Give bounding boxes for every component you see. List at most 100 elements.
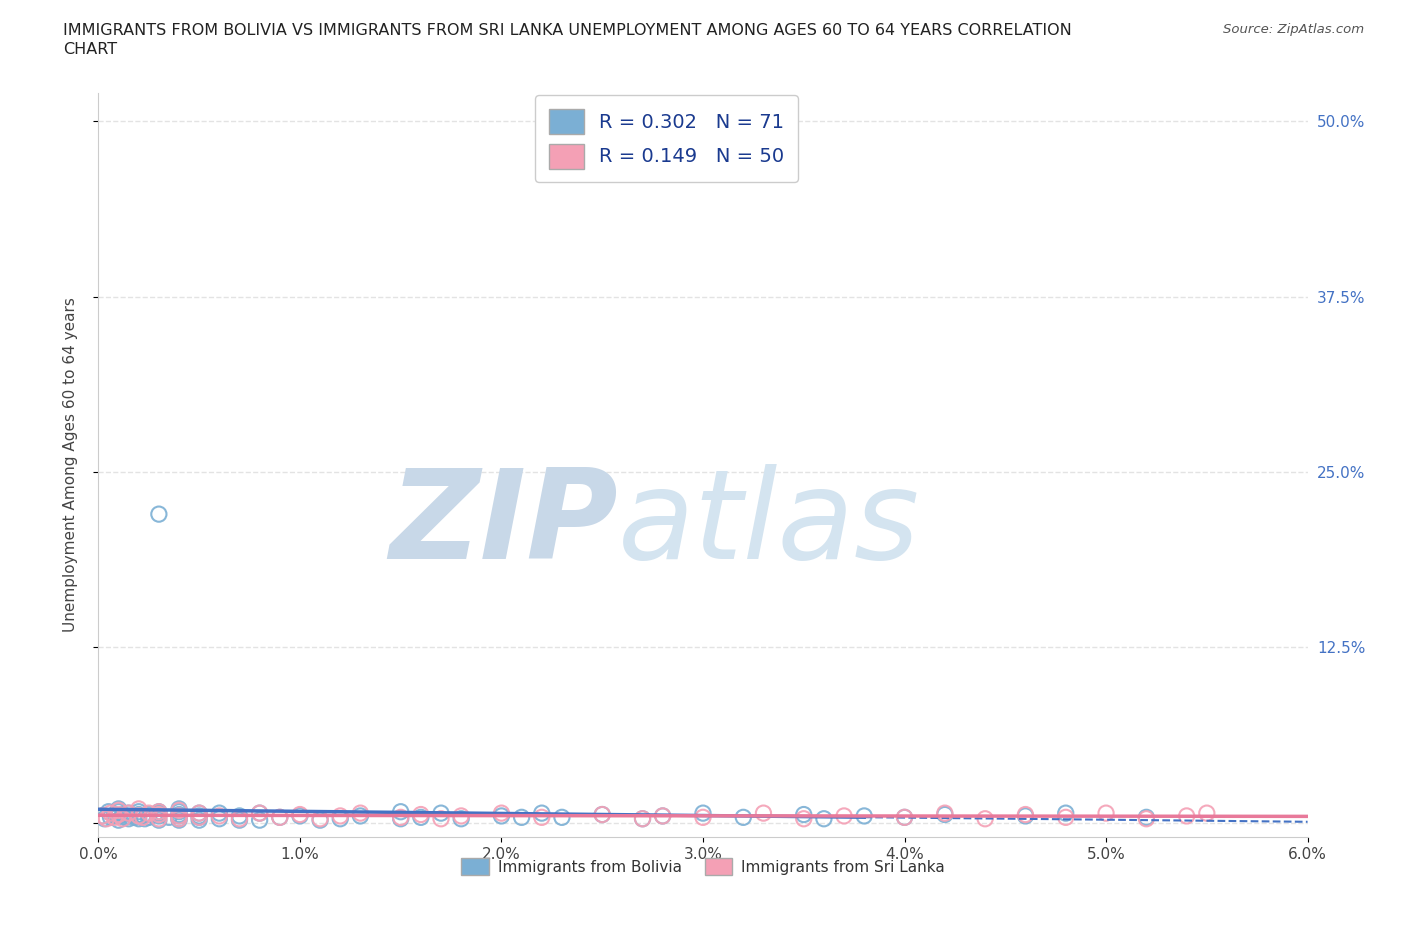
Point [208,805,231,820]
Point [148,507,170,522]
Point [107,813,129,828]
Point [138,810,160,825]
Point [148,808,170,823]
Point [157,810,180,825]
Point [1014,807,1036,822]
Point [167,807,190,822]
Legend: Immigrants from Bolivia, Immigrants from Sri Lanka: Immigrants from Bolivia, Immigrants from… [456,852,950,882]
Point [107,807,129,822]
Point [138,805,160,820]
Text: IMMIGRANTS FROM BOLIVIA VS IMMIGRANTS FROM SRI LANKA UNEMPLOYMENT AMONG AGES 60 : IMMIGRANTS FROM BOLIVIA VS IMMIGRANTS FR… [63,23,1071,38]
Point [103,807,125,822]
Point [288,807,311,822]
Point [491,805,513,820]
Point [188,805,211,820]
Point [167,803,190,817]
Point [1195,805,1218,820]
Point [148,813,170,828]
Point [148,807,170,822]
Point [752,805,775,820]
Point [409,810,432,825]
Point [329,811,352,826]
Point [530,805,553,820]
Point [167,813,190,828]
Point [128,811,150,826]
Point [167,804,190,819]
Point [389,804,412,819]
Point [114,810,136,825]
Point [934,805,956,820]
Point [107,803,129,817]
Point [228,813,250,828]
Point [103,810,125,825]
Point [96,811,118,826]
Point [591,807,613,822]
Point [491,808,513,823]
Point [651,808,673,823]
Point [1054,810,1077,825]
Point [733,810,755,825]
Point [692,805,714,820]
Point [651,808,673,823]
Point [249,813,271,828]
Point [167,802,190,817]
Point [832,808,855,823]
Point [551,810,574,825]
Point [631,811,654,826]
Point [430,805,453,820]
Point [893,810,915,825]
Point [813,811,835,826]
Point [107,802,129,817]
Text: Source: ZipAtlas.com: Source: ZipAtlas.com [1223,23,1364,36]
Point [349,808,371,823]
Y-axis label: Unemployment Among Ages 60 to 64 years: Unemployment Among Ages 60 to 64 years [63,298,77,632]
Point [118,811,141,826]
Point [389,810,412,825]
Point [409,807,432,822]
Point [148,811,170,826]
Point [132,808,155,823]
Point [167,811,190,826]
Point [430,811,453,826]
Point [591,807,613,822]
Point [188,810,211,825]
Point [793,811,815,826]
Text: ZIP: ZIP [389,464,619,585]
Point [128,804,150,819]
Point [97,804,120,819]
Point [269,810,291,825]
Point [148,805,170,820]
Point [118,805,141,820]
Point [269,810,291,825]
Point [188,810,211,825]
Point [100,810,122,825]
Point [188,805,211,820]
Point [288,808,311,823]
Point [111,811,134,826]
Point [100,805,122,820]
Point [107,808,129,823]
Point [329,808,352,823]
Point [631,811,654,826]
Point [167,808,190,823]
Point [91,808,114,823]
Point [148,804,170,819]
Point [974,811,997,826]
Point [138,807,160,822]
Point [349,805,371,820]
Point [309,811,332,826]
Point [934,807,956,822]
Point [111,807,134,822]
Point [91,808,114,823]
Point [853,808,876,823]
Point [1054,805,1077,820]
Point [692,810,714,825]
Point [1135,811,1157,826]
Point [128,808,150,823]
Point [128,802,150,817]
Point [118,808,141,823]
Point [132,810,155,825]
Point [208,811,231,826]
Point [1014,808,1036,823]
Point [124,810,146,825]
